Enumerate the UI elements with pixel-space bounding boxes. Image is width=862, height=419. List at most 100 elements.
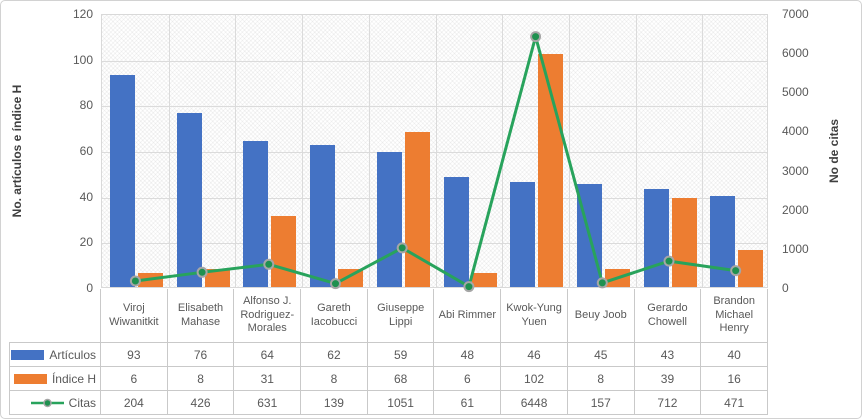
bar-articulos [510,181,536,287]
left-axis-tick: 0 [86,281,93,295]
gridline [568,15,570,287]
legend-articulos: Artículos [9,343,101,367]
bar-articulos [310,145,336,287]
table-value-cell: 102 [501,367,568,391]
gridline [102,60,767,62]
gridline [502,15,504,287]
table-value-cell: 712 [634,391,702,415]
table-value-cell: 204 [101,391,168,415]
legend-swatch-icon [11,349,45,360]
left-axis-tick: 60 [79,144,93,158]
table-value-cell: 16 [701,367,768,391]
bar-articulos [443,177,469,287]
citas-line [133,35,738,289]
right-axis-tick: 2000 [782,202,809,217]
data-table: Viroj Wiwanitkit Elisabeth Mahase Alfonso … [9,289,768,415]
left-axis-title: No. artículos e índice H [10,84,24,218]
citas-marker [196,266,208,278]
left-axis-tick: 40 [79,189,93,204]
table-value-cell: 68 [367,367,435,391]
table-value-cell: 59 [367,343,435,367]
table-value-cell: 43 [634,343,702,367]
gridline [368,15,370,287]
citas-marker [663,255,675,267]
right-axis-tick: 0 [782,281,789,295]
legend-citas: Citas [9,391,101,415]
right-axis-tick: 4000 [782,124,809,139]
table-value-cell: 61 [434,391,502,415]
table-value-cell: 8 [167,367,235,391]
left-axis-tick: 20 [79,235,93,250]
table-value-cell: 1051 [367,391,435,415]
category-label: Kwok-Yung Yuen [501,289,568,343]
bar-indice-h [204,268,230,287]
table-value-cell: 64 [234,343,302,367]
legend-swatch-icon [13,373,47,384]
right-axis-tick: 7000 [782,7,809,21]
table-value-cell: 471 [701,391,768,415]
gridline [102,106,767,108]
bar-articulos [176,113,202,287]
table-value-cell: 6448 [501,391,568,415]
right-axis-tick: 3000 [782,163,809,178]
legend-line-marker-icon [30,398,64,407]
legend-label: Índice H [51,371,96,386]
bar-indice-h [471,273,497,287]
category-label: Gerardo Chowell [634,289,702,343]
table-value-cell: 45 [567,343,635,367]
bar-indice-h [738,250,764,287]
citas-marker [530,31,542,43]
gridline [102,243,767,245]
table-value-cell: 6 [434,367,502,391]
bar-articulos [643,188,669,287]
category-label: Viroj Wiwanitkit [101,289,168,343]
table-value-cell: 8 [301,367,368,391]
table-corner-cell [9,289,101,343]
plot-area [101,14,768,293]
category-label: Alfonso J. Rodriguez-Morales [234,289,302,343]
citas-marker [463,281,475,293]
left-axis-tick: 80 [79,98,93,113]
right-axis-tick: 6000 [782,46,809,61]
table-value-cell: 6 [101,367,168,391]
left-axis-tick: 100 [72,52,93,67]
bar-indice-h [271,216,297,287]
table-value-cell: 46 [501,343,568,367]
category-label: Gareth Iacobucci [301,289,368,343]
table-value-cell: 39 [634,367,702,391]
citas-marker [596,277,608,289]
table-value-cell: 139 [301,391,368,415]
gridline [168,15,170,287]
bar-articulos [110,74,135,287]
bar-articulos [376,152,402,287]
table-value-cell: 48 [434,343,502,367]
category-label: Abi Rimmer [434,289,502,343]
citas-marker [396,242,408,254]
right-axis-tick: 5000 [782,85,809,100]
left-axis-tick: 120 [72,7,93,21]
category-label: Giuseppe Lippi [367,289,435,343]
legend-indice-h: Índice H [9,367,101,391]
gridline [702,15,704,287]
legend-label: Artículos [49,347,96,362]
gridline [235,15,237,287]
gridline [102,152,767,153]
citas-marker [263,258,275,270]
gridline [302,15,304,287]
citas-line-layer [129,31,742,293]
citas-marker [330,278,341,290]
table-value-cell: 76 [167,343,235,367]
table-value-cell: 40 [701,343,768,367]
table-value-cell: 62 [301,343,368,367]
citas-marker [730,265,742,277]
citas-marker [129,275,141,287]
category-label: Beuy Joob [567,289,635,343]
category-label: Elisabeth Mahase [167,289,235,343]
category-label: Brandon Michael Henry [701,289,768,343]
right-axis-tick: 1000 [782,241,809,256]
gridline [635,15,637,287]
table-value-cell: 93 [101,343,168,367]
table-value-cell: 426 [167,391,235,415]
bar-indice-h [671,197,697,287]
